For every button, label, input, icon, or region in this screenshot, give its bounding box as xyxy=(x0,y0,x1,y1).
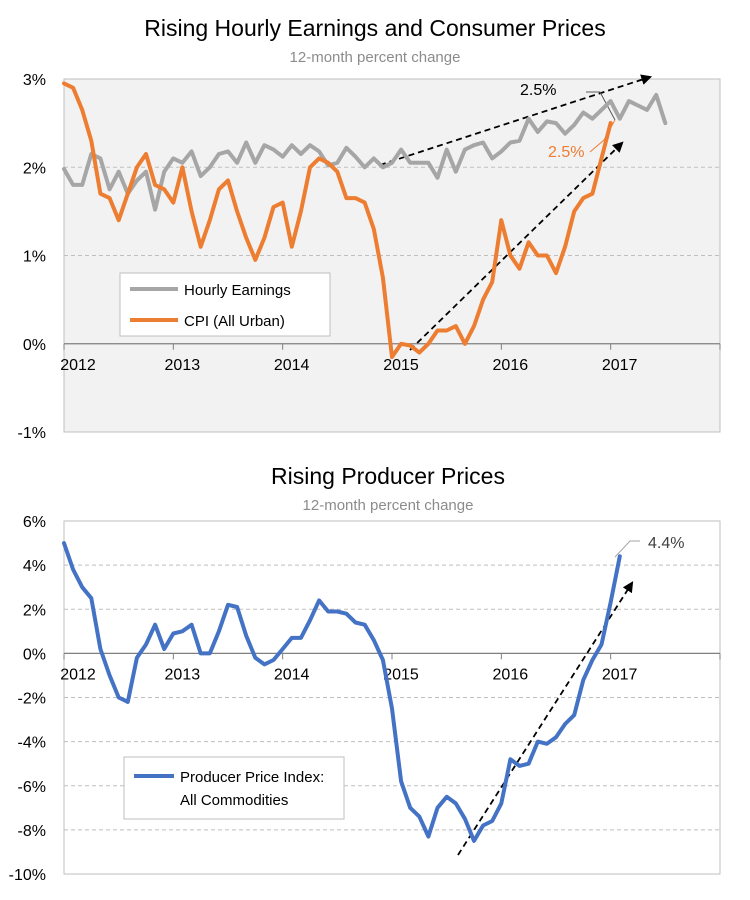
y-tick-label: -1% xyxy=(18,425,46,442)
chart1-earnings-end-label: 2.5% xyxy=(520,82,556,99)
ppi-label-leader xyxy=(614,540,640,558)
x-tick-label: 2013 xyxy=(165,357,201,374)
chart1-series xyxy=(62,81,668,359)
x-tick-label: 2014 xyxy=(274,357,310,374)
x-tick-label: 2014 xyxy=(274,666,310,683)
chart2-y-axis-ticks: 6% 4% 2% 0% -2% -4% -6% -8% -10% xyxy=(9,514,46,884)
chart-earnings-cpi: Rising Hourly Earnings and Consumer Pric… xyxy=(18,15,721,442)
chart2-annotations: 4.4% xyxy=(648,535,684,552)
chart1-annotations: 2.5% 2.5% xyxy=(520,82,584,161)
y-tick-label: 0% xyxy=(23,337,46,354)
x-tick-label: 2013 xyxy=(165,666,201,683)
chart2-series xyxy=(62,541,622,843)
chart1-title: Rising Hourly Earnings and Consumer Pric… xyxy=(144,15,605,41)
legend-label-cpi: CPI (All Urban) xyxy=(184,313,285,330)
y-tick-label: 2% xyxy=(23,160,46,177)
chart2-subtitle: 12-month percent change xyxy=(303,497,474,514)
y-tick-label: 3% xyxy=(23,72,46,89)
earnings-trend-arrow xyxy=(379,74,653,166)
y-tick-label: 1% xyxy=(23,249,46,266)
legend-label-ppi-line1: Producer Price Index: xyxy=(180,769,324,786)
y-tick-label: 6% xyxy=(23,514,46,531)
x-tick-label: 2016 xyxy=(493,666,529,683)
y-tick-label: -6% xyxy=(18,779,46,796)
y-tick-label: -2% xyxy=(18,691,46,708)
chart2-ppi-end-label: 4.4% xyxy=(648,535,684,552)
chart1-x-axis-ticks: 2012 2013 2014 2015 2016 2017 xyxy=(60,357,637,374)
earnings-label-leader xyxy=(586,91,616,121)
x-tick-label: 2015 xyxy=(383,666,419,683)
chart1-y-axis-ticks: 3% 2% 1% 0% -1% xyxy=(18,72,46,442)
chart2-legend: Producer Price Index: All Commodities xyxy=(123,756,345,820)
x-tick-label: 2017 xyxy=(602,666,638,683)
y-tick-label: -10% xyxy=(9,867,46,884)
chart2-trend-arrows xyxy=(457,540,640,856)
legend-label-hourly-earnings: Hourly Earnings xyxy=(184,282,291,299)
x-tick-label: 2017 xyxy=(602,357,638,374)
x-tick-label: 2012 xyxy=(60,357,96,374)
chart2-legend-box xyxy=(123,756,345,820)
y-tick-label: -8% xyxy=(18,823,46,840)
x-tick-label: 2016 xyxy=(493,357,529,374)
x-tick-label: 2015 xyxy=(383,357,419,374)
legend-label-ppi-line2: All Commodities xyxy=(180,792,288,809)
chart1-cpi-end-label: 2.5% xyxy=(548,144,584,161)
chart2-title: Rising Producer Prices xyxy=(271,463,505,489)
chart-producer-prices: Rising Producer Prices 12-month percent … xyxy=(9,463,721,884)
chart2-x-axis-ticks: 2012 2013 2014 2015 2016 2017 xyxy=(60,666,637,683)
ppi-trend-arrow xyxy=(457,581,634,856)
x-tick-label: 2012 xyxy=(60,666,96,683)
y-tick-label: 2% xyxy=(23,602,46,619)
y-tick-label: 0% xyxy=(23,646,46,663)
chart1-legend: Hourly Earnings CPI (All Urban) xyxy=(119,272,331,337)
series-line-hourly-earnings xyxy=(62,92,668,212)
chart1-subtitle: 12-month percent change xyxy=(290,49,461,66)
y-tick-label: -4% xyxy=(18,735,46,752)
chart1-legend-box xyxy=(119,272,331,337)
y-tick-label: 4% xyxy=(23,558,46,575)
series-line-producer-price-index xyxy=(62,541,622,843)
series-line-cpi-all-urban xyxy=(62,81,613,359)
